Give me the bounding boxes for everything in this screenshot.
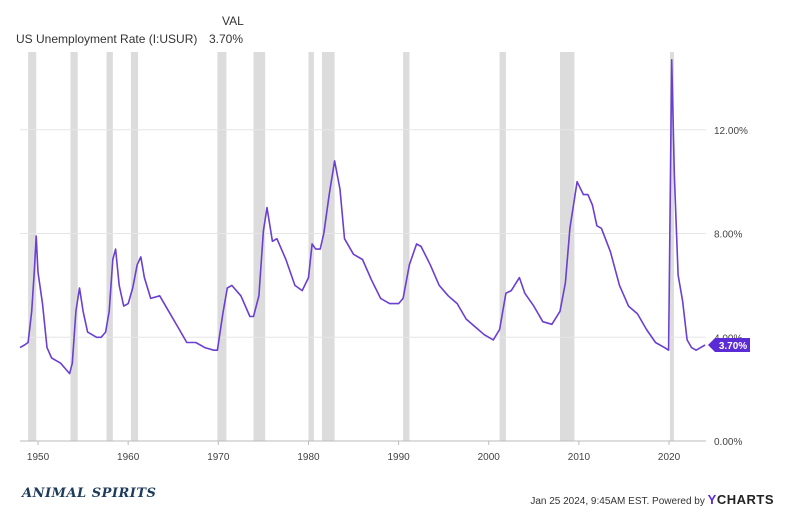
recession-band-7 — [321, 52, 335, 441]
recession-band-1 — [70, 52, 78, 441]
y-tick-label-0: 0.00% — [714, 437, 742, 448]
animal-spirits-logo: ANIMAL SPIRITS — [22, 486, 157, 501]
source-text: Jan 25 2024, 9:45AM EST. Powered by — [530, 496, 705, 507]
recession-bands — [28, 52, 674, 441]
x-tick-label-1: 1960 — [117, 452, 140, 463]
x-tick-label-5: 2000 — [478, 452, 501, 463]
x-tick-labels: 1950 1960 1970 1980 1990 2000 2010 2020 — [27, 441, 681, 463]
recession-band-5 — [253, 52, 266, 441]
recession-band-11 — [669, 52, 674, 441]
end-value-badge: 3.70% — [708, 338, 750, 353]
x-tick-label-0: 1950 — [27, 452, 50, 463]
recession-band-2 — [106, 52, 113, 441]
grid-lines — [20, 129, 706, 442]
x-tick-label-3: 1980 — [297, 452, 320, 463]
legend-header: VAL — [222, 14, 244, 28]
recession-band-4 — [217, 52, 227, 441]
legend-series-name: US Unemployment Rate (I:USUR) — [16, 32, 198, 46]
y-tick-label-2: 8.00% — [714, 230, 742, 241]
recession-band-9 — [499, 52, 506, 441]
y-tick-label-3: 12.00% — [714, 126, 748, 137]
y-tick-labels: 0.00%4.00%8.00%12.00% — [714, 126, 748, 448]
recession-band-3 — [130, 52, 139, 441]
ycharts-logo-y: Y — [707, 492, 717, 507]
source-attribution: Jan 25 2024, 9:45AM EST. Powered by YCHA… — [530, 492, 774, 507]
series-line-0 — [19, 59, 706, 375]
legend-series-value: 3.70% — [209, 32, 244, 46]
x-tick-label-2: 1970 — [207, 452, 230, 463]
recession-band-8 — [403, 52, 410, 441]
x-tick-label-7: 2020 — [658, 452, 681, 463]
ycharts-logo: YCHARTS — [708, 492, 774, 507]
recession-band-0 — [28, 52, 37, 441]
ycharts-logo-rest: CHARTS — [716, 492, 774, 507]
end-value-badge-shape — [708, 338, 750, 353]
recession-band-10 — [559, 52, 575, 441]
x-tick-label-4: 1990 — [387, 452, 410, 463]
x-tick-label-6: 2010 — [568, 452, 591, 463]
end-value-label: 3.70% — [719, 341, 747, 352]
series-lines — [19, 59, 706, 375]
